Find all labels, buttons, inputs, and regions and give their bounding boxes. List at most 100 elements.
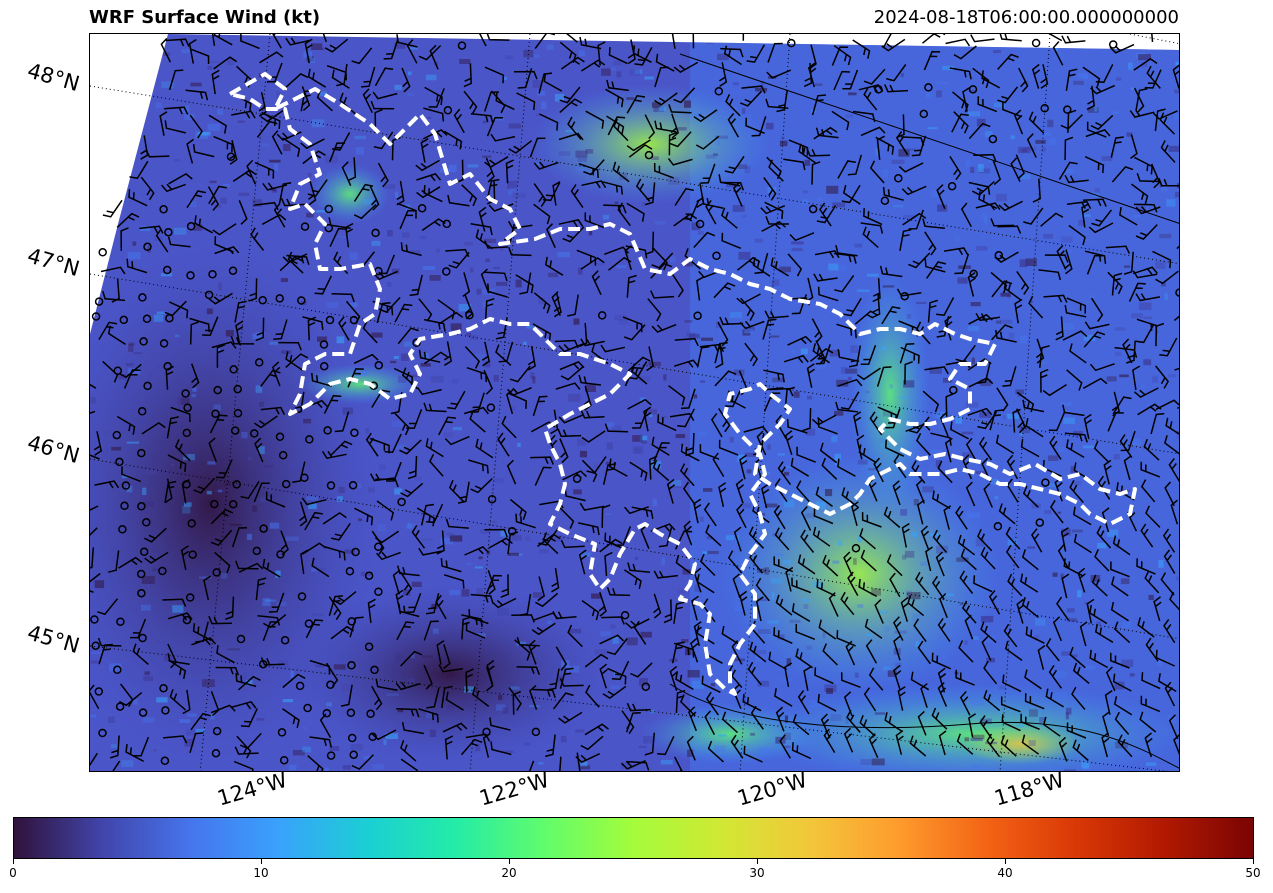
wind-barb [505,159,515,184]
calm-marker [212,726,222,736]
wind-barb [599,634,625,645]
wind-barb [939,411,949,437]
wind-barb [786,419,808,434]
wind-barb [692,34,695,49]
wind-barb [1062,330,1088,341]
wind-barb [1064,304,1087,318]
region-outline [228,72,1137,696]
wind-barb [211,34,216,46]
calm-marker [507,527,517,536]
wind-barb [1012,408,1021,433]
wind-barb [1086,121,1107,138]
wind-barb [627,398,652,410]
wind-barb [167,236,191,248]
wind-barb [644,114,656,140]
wind-barb [797,690,810,715]
wind-barb [257,614,281,626]
wind-barb [533,203,551,225]
wind-barb [1140,461,1161,478]
wind-barb [611,660,630,681]
wind-barb [341,161,352,187]
wind-barb [730,734,744,759]
wind-barb [1082,66,1101,87]
calm-marker [115,702,125,711]
wind-barb [202,316,219,336]
wind-barb [423,664,433,690]
wind-barb [362,320,378,344]
calm-marker [851,543,861,553]
wind-barb [506,459,517,485]
lat-label-47: 47°N [24,243,83,282]
calm-marker [397,497,406,507]
wind-barb [840,391,860,410]
wind-barb [668,385,686,406]
wind-barb [787,335,813,346]
wind-barb [860,126,886,137]
wind-barb [309,736,333,748]
wind-barb [491,597,517,609]
wind-barb [111,278,120,303]
wind-barb [765,98,789,109]
wind-barb [937,667,947,693]
wind-barb [155,228,169,253]
wind-barb [718,62,728,87]
wind-barb [640,524,650,549]
calm-marker [297,296,306,305]
wind-barb [345,222,354,248]
wind-barb [920,525,930,551]
wind-barb [558,414,584,424]
calm-marker [712,251,721,261]
wind-barb [486,34,510,41]
wind-barb [1159,112,1176,135]
wind-barb [623,569,642,589]
calm-marker [213,385,222,395]
wind-barb [546,223,556,249]
wind-barb [208,292,233,305]
wind-barb [437,299,456,320]
wind-barb [980,546,996,570]
wind-barb [774,688,793,707]
wind-barb [1058,161,1078,180]
wind-barb [1040,368,1049,393]
wind-barb [1112,396,1132,415]
wind-barb [733,181,743,207]
wind-barb [1020,713,1040,730]
wind-barb [1025,417,1044,438]
wind-barb [443,130,463,150]
wind-barb [635,178,651,202]
wind-barb [911,135,927,157]
wind-barb [1094,549,1110,572]
wind-barb [383,39,399,60]
wind-barb [390,391,403,415]
wind-barb [973,153,997,163]
wind-barb [1072,739,1089,762]
wind-barb [957,534,976,556]
wind-barb [353,353,379,364]
wind-barb [261,213,287,226]
wind-barb [663,599,673,624]
wind-barb [558,219,584,228]
wind-barb [125,744,145,763]
wind-barb [651,323,677,333]
wind-barb [720,181,745,191]
wind-barb [703,502,717,527]
wind-barb [441,685,453,709]
wind-barb [211,341,237,349]
wind-barb [1055,316,1064,341]
colorbar-tick [757,859,758,864]
wind-barb [307,316,317,341]
wind-barb [863,87,878,111]
wind-barb [720,47,744,58]
wind-barb [977,362,991,384]
wind-barb [1024,669,1042,690]
wind-barb [735,478,745,504]
wind-barb [271,361,281,387]
wind-barb [374,108,383,133]
wind-barb [956,733,974,755]
wind-barb [823,728,836,753]
wind-barb [469,411,486,433]
wind-barb [958,640,974,663]
wind-barb [591,270,602,296]
wind-barb [876,135,885,160]
wind-barb [604,551,613,577]
